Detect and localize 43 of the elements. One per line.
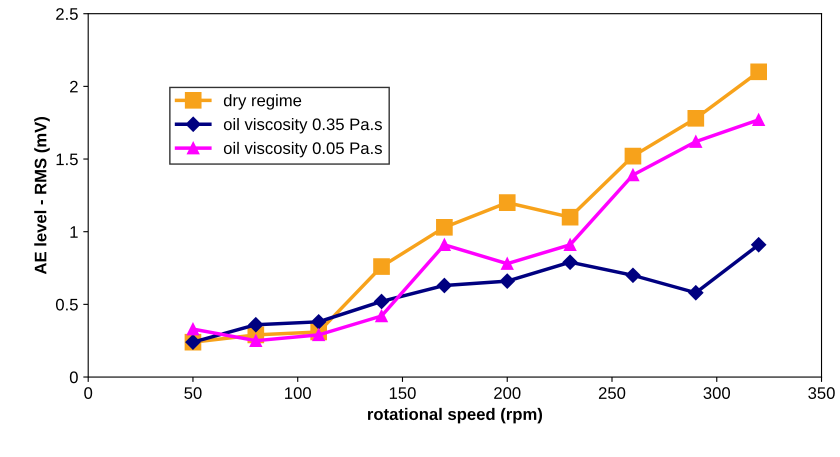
y-tick-label: 1.5 <box>56 154 78 166</box>
point <box>752 114 765 126</box>
x-tick-label: 200 <box>494 387 520 399</box>
point <box>373 258 390 275</box>
x-tick-label: 50 <box>184 387 202 399</box>
point <box>436 219 453 236</box>
y-tick-label: 1 <box>70 226 78 238</box>
point <box>750 64 767 80</box>
point <box>436 278 452 294</box>
point <box>687 110 704 127</box>
point <box>248 317 264 332</box>
x-tick-label: 250 <box>598 387 626 399</box>
y-axis-title: AE level - RMS (mV) <box>34 117 50 274</box>
point <box>625 268 641 283</box>
point <box>624 148 642 164</box>
point <box>438 238 451 252</box>
legend-label: oil viscosity 0.05 Pa.s <box>224 142 382 158</box>
point <box>498 194 516 211</box>
point <box>690 135 702 148</box>
legend-label: dry regime <box>224 94 302 110</box>
x-tick-label: 350 <box>808 387 835 399</box>
point <box>564 238 576 252</box>
point <box>626 168 640 182</box>
x-tick-label: 0 <box>84 387 92 399</box>
point <box>500 274 515 289</box>
y-tick-label: 0.5 <box>56 298 78 311</box>
y-tick-label: 2.5 <box>56 8 78 20</box>
y-tick-label: 2 <box>70 80 78 92</box>
point <box>311 314 326 330</box>
y-tick-label: 0 <box>70 371 78 384</box>
point <box>562 254 578 270</box>
point <box>375 310 388 322</box>
point <box>374 294 390 310</box>
x-axis-title: rotational speed (rpm) <box>368 408 542 424</box>
x-tick-label: 300 <box>703 387 730 399</box>
point <box>688 285 704 300</box>
point <box>562 208 578 226</box>
point <box>500 257 514 270</box>
point <box>186 322 200 336</box>
point <box>751 237 766 252</box>
x-tick-label: 100 <box>285 387 311 399</box>
legend-label: oil viscosity 0.35 Pa.s <box>224 118 382 134</box>
x-tick-label: 150 <box>390 387 416 399</box>
